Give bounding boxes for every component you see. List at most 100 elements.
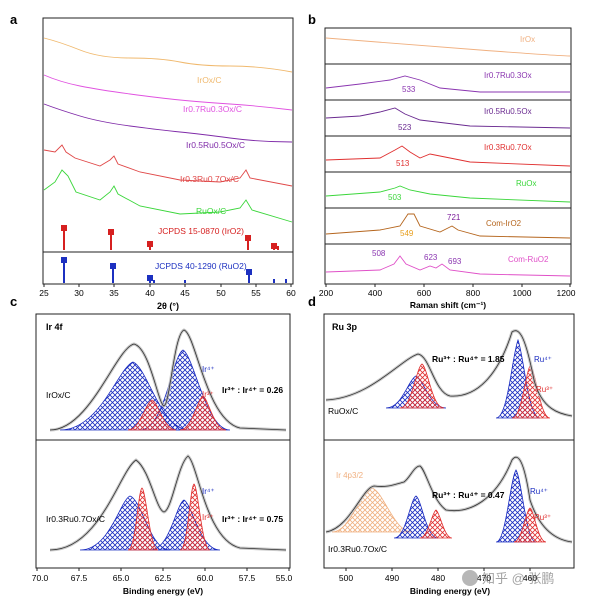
- panel-a-letter: a: [10, 12, 18, 27]
- panel-d-letter: d: [308, 294, 316, 309]
- panel-b-letter: b: [308, 12, 316, 27]
- sample-label-irox: IrOx: [520, 35, 535, 44]
- sample-d-bot: Ir0.3Ru0.7Ox/C: [328, 544, 387, 554]
- xps-c-top-ir3-peak1: [127, 399, 177, 431]
- tick-c-55: 55.0: [276, 573, 293, 583]
- panel-d-frame: [323, 313, 575, 569]
- panel-b-peak-labels: 533 523 513 503 549 721 508 623 693: [372, 85, 462, 266]
- xps-c-bot-fit: [49, 455, 287, 551]
- tick-b-1200: 1200: [557, 288, 576, 298]
- xps-d-top-fit: [325, 330, 573, 417]
- raman-curve-irox: [325, 37, 571, 57]
- panel-d-title: Ru 3p: [332, 322, 358, 332]
- tick-b-800: 800: [466, 288, 480, 298]
- peak-label-513: 513: [396, 159, 410, 168]
- tick-a-60: 60: [286, 288, 296, 298]
- panel-a-xticks: 25 30 35 40 45 50 55 60: [39, 284, 296, 298]
- ir3-label-c-top: Ir³⁺: [202, 390, 214, 399]
- peak-label-549: 549: [400, 229, 414, 238]
- ir4-label-c-bot: Ir⁴⁺: [202, 487, 215, 496]
- tick-b-200: 200: [319, 288, 333, 298]
- tick-a-25: 25: [39, 288, 49, 298]
- sample-c-top: IrOx/C: [46, 390, 71, 400]
- raman-curve-ir05: [325, 107, 571, 129]
- label-ref-ruo2: JCPDS 40-1290 (RuO2): [155, 261, 247, 271]
- ru3-label-d-top: Ru³⁺: [536, 385, 553, 394]
- panel-a-frame: [42, 17, 294, 285]
- tick-a-35: 35: [109, 288, 119, 298]
- panel-d-xlabel: Binding energy (eV): [410, 586, 490, 596]
- panel-a-xlabel: 2θ (°): [157, 301, 179, 311]
- ratio-d-top: Ru³⁺ : Ru⁴⁺ = 1.85: [432, 354, 505, 364]
- panel-c: c Ir 4f IrOx/C Ir³⁺ : Ir⁴⁺ = 0.26 Ir⁴⁺ I…: [10, 294, 293, 596]
- raman-curve-ir03: [325, 145, 571, 167]
- sample-label-ir03: Ir0.3Ru0.7Ox: [484, 143, 532, 152]
- panel-a: a IrOx/C Ir0.7Ru0.3Ox: [10, 12, 296, 311]
- ir4p-label-d-bot: Ir 4p3/2: [336, 471, 364, 480]
- tick-b-400: 400: [368, 288, 382, 298]
- panel-c-title: Ir 4f: [46, 322, 64, 332]
- peak-label-623: 623: [424, 253, 438, 262]
- sample-label-ir05: Ir0.5Ru0.5Ox: [484, 107, 532, 116]
- sample-label-com-iro2: Com-IrO2: [486, 219, 522, 228]
- label-ref-iro2: JCPDS 15-0870 (IrO2): [158, 226, 244, 236]
- peak-label-508: 508: [372, 249, 386, 258]
- xrd-curve-ir05: [43, 103, 293, 143]
- panel-c-letter: c: [10, 294, 17, 309]
- panel-b-dividers: [325, 63, 571, 245]
- sample-d-top: RuOx/C: [328, 406, 358, 416]
- raman-curve-com-ruo2: [325, 255, 571, 277]
- raman-curve-ruo: [325, 185, 571, 203]
- tick-c-625: 62.5: [155, 573, 172, 583]
- xrd-curve-ruo: [43, 169, 293, 223]
- ru4-label-d-bot: Ru⁴⁺: [530, 487, 548, 496]
- peak-label-533: 533: [402, 85, 416, 94]
- raman-curve-ir07: [325, 75, 570, 93]
- xrd-curve-ir07: [43, 74, 293, 111]
- sample-label-ruo: RuOx: [516, 179, 536, 188]
- panel-b-frame: [324, 27, 572, 285]
- watermark-text: 知乎 @ 张鹏: [482, 571, 554, 586]
- tick-d-470: 470: [477, 573, 491, 583]
- tick-a-40: 40: [145, 288, 155, 298]
- ref-iro2-sticks: [61, 225, 279, 250]
- tick-c-60: 60.0: [197, 573, 214, 583]
- xps-d-bot-ru3-peak1: [419, 509, 453, 539]
- xps-d-bot-ir4p-peak: [331, 487, 413, 533]
- tick-c-65: 65.0: [113, 573, 130, 583]
- peak-label-523: 523: [398, 123, 412, 132]
- tick-a-45: 45: [180, 288, 190, 298]
- peak-label-721: 721: [447, 213, 461, 222]
- sample-label-com-ruo2: Com-RuO2: [508, 255, 549, 264]
- label-irox: IrOx/C: [197, 75, 222, 85]
- peak-label-693: 693: [448, 257, 462, 266]
- panel-b: b IrOx Ir0.7Ru0.3Ox Ir0.5Ru0.5Ox Ir0.3Ru…: [308, 12, 576, 310]
- panel-c-frame: [35, 313, 291, 569]
- panel-d-xticks: 500 490 480 470 460: [339, 568, 537, 583]
- sample-label-ir07: Ir0.7Ru0.3Ox: [484, 71, 532, 80]
- label-ir03: Ir0.3Ru0.7Ox/C: [180, 174, 239, 184]
- tick-a-30: 30: [74, 288, 84, 298]
- xps-c-bot-ir3-peak2: [179, 483, 211, 551]
- raman-curve-com-iro2: [325, 213, 571, 239]
- tick-c-675: 67.5: [71, 573, 88, 583]
- ir3-label-c-bot: Ir³⁺: [202, 513, 214, 522]
- xps-d-bot-ru3-peak2: [513, 507, 547, 543]
- ratio-c-top: Ir³⁺ : Ir⁴⁺ = 0.26: [222, 385, 283, 395]
- panel-b-sample-labels: IrOx Ir0.7Ru0.3Ox Ir0.5Ru0.5Ox Ir0.3Ru0.…: [484, 35, 549, 264]
- xps-c-top-fit: [49, 329, 287, 431]
- panel-b-xlabel: Raman shift (cm⁻¹): [410, 300, 486, 310]
- xps-c-bot-ir3-peak1: [127, 487, 159, 551]
- ir4-label-c-top: Ir⁴⁺: [202, 365, 215, 374]
- tick-b-600: 600: [417, 288, 431, 298]
- xps-c-top-ir3-peak2: [179, 395, 227, 431]
- ru4-label-d-top: Ru⁴⁺: [534, 355, 552, 364]
- label-ruo: RuOx/C: [196, 206, 226, 216]
- tick-d-490: 490: [385, 573, 399, 583]
- label-ir07: Ir0.7Ru0.3Ox/C: [183, 104, 242, 114]
- peak-label-503: 503: [388, 193, 402, 202]
- tick-d-460: 460: [523, 573, 537, 583]
- tick-d-480: 480: [431, 573, 445, 583]
- ratio-c-bot: Ir³⁺ : Ir⁴⁺ = 0.75: [222, 514, 283, 524]
